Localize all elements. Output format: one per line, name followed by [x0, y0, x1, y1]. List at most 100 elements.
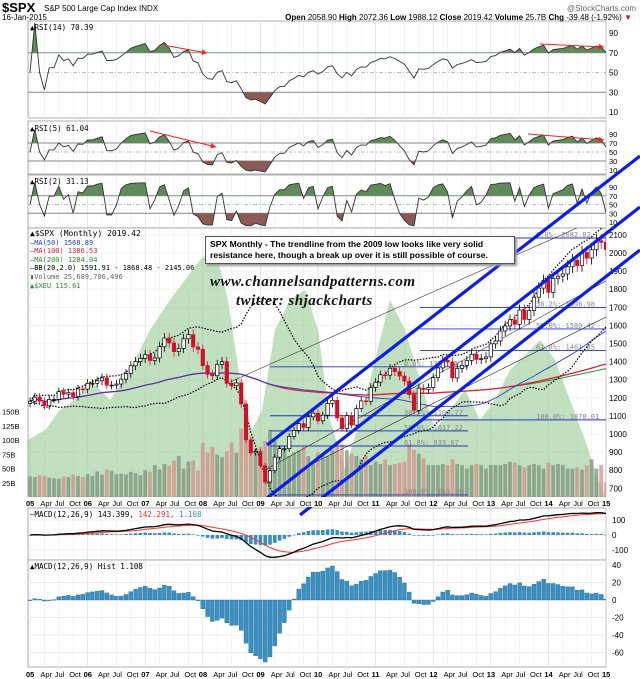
price-y-tick-label: 900: [609, 448, 623, 457]
candle-body: [219, 361, 225, 365]
macd-hist-bar: [157, 532, 162, 535]
bb-legend-text: BB(20,2.0) 1591.91 - 1868.48 - 2145.06: [34, 264, 195, 273]
volume-bar: [95, 471, 100, 497]
price-y-tick-label: 1200: [609, 394, 627, 403]
macd-hist-bar: [383, 529, 387, 535]
macd-hist-bar: [172, 533, 176, 535]
x-tick-label: Jul: [573, 670, 583, 679]
fib-2011-label: 38.2%: 1698.98: [536, 300, 595, 308]
volume-bar: [426, 465, 431, 497]
candle-body: [479, 358, 484, 360]
price-y-tick-label: 2000: [609, 249, 627, 258]
rsi14-plot: [28, 23, 606, 105]
macd-hist-bar: [359, 531, 363, 535]
candle-body: [311, 412, 316, 418]
macd-hist-bar: [493, 533, 498, 535]
macd-hist-bar: [263, 535, 267, 546]
macd-hist-bar: [239, 535, 243, 541]
x-tick-label: Oct: [472, 670, 485, 679]
volume-legend: ▮Volume 25,689,706,496: [30, 272, 123, 281]
candle-body: [320, 414, 325, 422]
candle-body: [176, 348, 181, 352]
macd-histogram-bar: [75, 594, 81, 601]
x-axis-band: [28, 497, 606, 507]
macd-histogram-bar: [493, 591, 498, 601]
candle-body: [239, 382, 244, 405]
volume-bar: [364, 455, 368, 497]
macd-histogram-bar: [248, 599, 254, 654]
macd-histogram-bar: [51, 599, 57, 601]
candle-body: [200, 348, 205, 366]
volume-bar: [527, 465, 532, 497]
volume-bar: [407, 444, 412, 497]
twitter-watermark: twitter: shjackcharts: [236, 293, 373, 309]
x-tick-label: 08: [199, 499, 207, 508]
volume-bar: [316, 452, 320, 497]
macd-histogram-bar: [517, 582, 522, 601]
candle-body: [378, 374, 383, 383]
x-tick-label: Jul: [400, 670, 410, 679]
volume-bar: [498, 465, 503, 497]
volume-bar: [47, 477, 52, 497]
macd-histogram-bar: [311, 572, 316, 601]
candle-body: [143, 354, 148, 359]
macd-histogram-bar: [291, 598, 297, 601]
candle-body: [325, 403, 330, 416]
candle-body: [47, 399, 52, 407]
candle-body: [421, 387, 426, 390]
candle-body: [104, 377, 109, 386]
volume-bar: [152, 465, 157, 497]
macd-hist-bar: [340, 531, 344, 535]
candle-body: [291, 430, 297, 437]
candle-body: [488, 343, 493, 358]
volume-bar: [56, 478, 61, 497]
volume-bar: [604, 482, 606, 497]
macd-histogram-bar: [450, 594, 455, 601]
macd-histogram-bar: [594, 592, 599, 601]
macd-histogram-bar: [306, 576, 311, 601]
trendline-channel-2: [266, 205, 640, 500]
x-tick-label: 13: [487, 670, 495, 679]
x-tick-label: Apr: [40, 499, 52, 508]
macd-y-tick-label: 0: [612, 531, 617, 540]
macd-hist-bar: [393, 530, 397, 535]
price-y-tick-label: 1800: [609, 285, 627, 294]
annotation-box: SPX Monthly - The trendline from the 200…: [205, 236, 515, 264]
divergence-arrow-rsi14-2007: [162, 44, 208, 54]
candle-body: [224, 361, 229, 384]
x-tick-label: 05: [26, 499, 34, 508]
candle-body: [243, 403, 249, 441]
x-tick-label: 15: [602, 670, 610, 679]
macd-histogram-bar: [138, 587, 143, 601]
macd-hist-bar: [537, 531, 541, 535]
macd-histogram-bar: [344, 580, 349, 601]
ma100-legend-text: MA(100) 1386.53: [34, 247, 98, 256]
macd-histogram-bar: [459, 595, 465, 601]
volume-bar: [546, 462, 551, 497]
volume-bar: [580, 469, 584, 497]
candle-body: [603, 241, 606, 250]
volume-bar: [474, 463, 479, 497]
ma200-legend-text: MA(200) 1284.04: [34, 255, 98, 264]
volume-bar: [589, 459, 594, 497]
volume-bar: [388, 465, 392, 497]
macd-histogram-bar: [195, 599, 201, 601]
candle-body: [349, 415, 354, 426]
macd-hist-bar: [498, 532, 503, 535]
candle-body: [147, 354, 153, 361]
candle-body: [32, 396, 37, 402]
divergence-arrow-rsi5-2007-head: [210, 142, 216, 149]
volume-bar: [378, 463, 383, 497]
volume-bar: [340, 444, 344, 497]
candle-body: [71, 392, 76, 397]
macd-histogram-bar: [128, 591, 134, 601]
macd-legend-value: 143.399,: [97, 510, 134, 519]
xeu-legend-text: $XEU 115.61: [34, 281, 81, 290]
volume-bar: [440, 463, 445, 497]
x-tick-label: Apr: [328, 670, 340, 679]
macd-histogram-bar: [498, 588, 503, 601]
rsi2-y-tick-label: 10: [609, 218, 617, 227]
macd-hist-bar: [301, 532, 306, 535]
macd-histogram-bar: [522, 585, 527, 601]
